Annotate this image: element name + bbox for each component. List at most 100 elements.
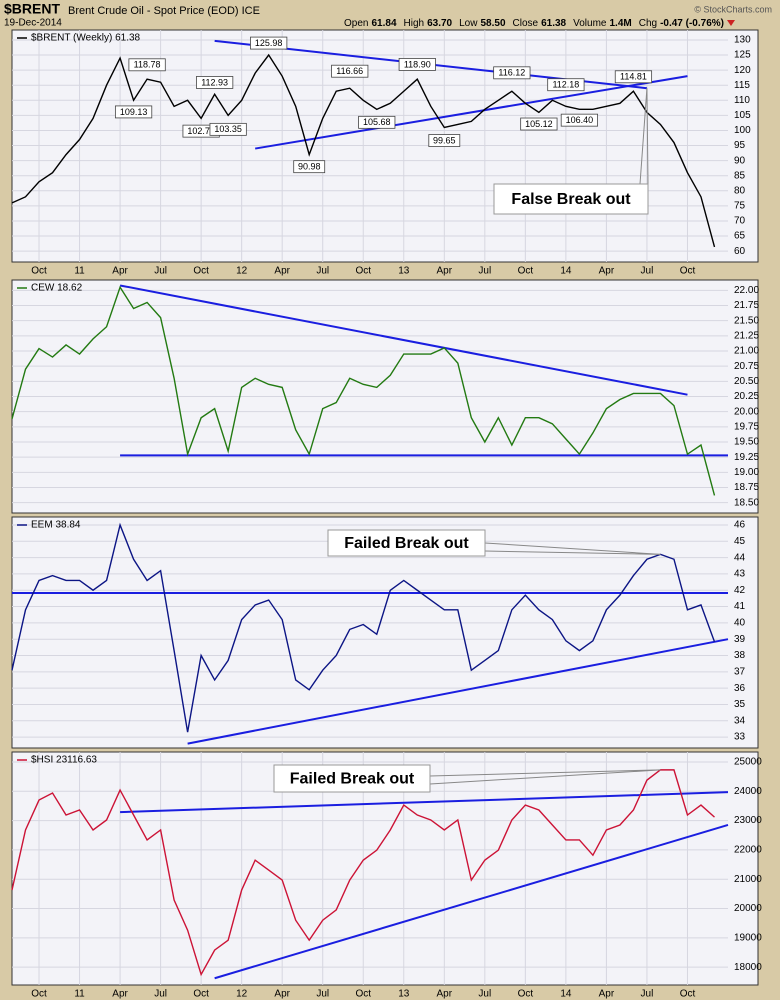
y-tick-label: 41 <box>734 601 746 612</box>
y-tick-label: 19.75 <box>734 421 759 432</box>
y-tick-label: 95 <box>734 140 746 151</box>
y-tick-label: 21.00 <box>734 346 759 357</box>
y-tick-label: 115 <box>734 80 750 91</box>
y-tick-label: 22000 <box>734 845 762 856</box>
y-tick-label: 20.25 <box>734 391 759 402</box>
y-tick-label: 100 <box>734 125 751 136</box>
x-tick-label: Oct <box>193 266 209 277</box>
y-tick-label: 20.00 <box>734 406 759 417</box>
y-tick-label: 37 <box>734 666 746 677</box>
quote: Open 61.84 High 63.70 Low 58.50 Close 61.38 Volu… <box>344 18 724 29</box>
quote-label: Low <box>459 18 478 29</box>
y-tick-label: 20.75 <box>734 361 759 372</box>
y-tick-label: 105 <box>734 110 751 121</box>
y-tick-label: 85 <box>734 170 746 181</box>
x-tick-label: Apr <box>274 989 290 1000</box>
callout-pointer <box>429 769 661 777</box>
annotation-box <box>250 36 288 50</box>
x-tick-label: Jul <box>316 266 329 277</box>
x-tick-label: Apr <box>599 989 615 1000</box>
annotation-box <box>560 113 598 127</box>
y-tick-label: 21.50 <box>734 315 759 326</box>
y-tick-label: 18.75 <box>734 482 759 493</box>
x-tick-label: Oct <box>680 989 696 1000</box>
x-tick-label: Apr <box>437 266 453 277</box>
x-tick-label: Apr <box>112 266 128 277</box>
annotation-label: 112.93 <box>201 77 228 87</box>
x-tick-label: Oct <box>193 989 209 1000</box>
y-tick-label: 19.25 <box>734 452 759 463</box>
panel-title: $BRENT (Weekly) 61.38 <box>31 33 141 44</box>
x-tick-label: 12 <box>236 989 248 1000</box>
annotation-box <box>128 58 166 72</box>
quote-value: 61.84 <box>371 18 396 29</box>
y-tick-label: 39 <box>734 634 746 645</box>
x-tick-label: Jul <box>154 266 167 277</box>
trendline <box>255 75 688 150</box>
annotation-box <box>398 58 436 71</box>
x-tick-label: Jul <box>154 989 167 1000</box>
x-tick-label: Jul <box>641 989 654 1000</box>
annotation-label: 118.90 <box>404 59 431 69</box>
annotation-label: 116.12 <box>498 68 525 78</box>
y-tick-label: 21.25 <box>734 330 759 341</box>
annotation-box <box>614 70 653 84</box>
y-tick-label: 130 <box>734 35 751 46</box>
annotation-box <box>196 76 234 89</box>
y-tick-label: 21.75 <box>734 300 759 311</box>
y-tick-label: 45 <box>734 536 746 547</box>
quote-value: 1.4M <box>609 18 631 29</box>
x-tick-label: Apr <box>437 989 453 1000</box>
price-line <box>11 53 716 248</box>
y-tick-label: 70 <box>734 216 746 227</box>
y-tick-label: 90 <box>734 155 746 166</box>
y-tick-label: 125 <box>734 50 751 61</box>
x-tick-label: 13 <box>398 989 410 1000</box>
annotation-box <box>331 64 369 78</box>
y-tick-label: 75 <box>734 201 746 212</box>
quote-label: Open <box>344 18 368 29</box>
price-line <box>11 769 715 977</box>
panel-title: $HSI 23116.63 <box>31 755 97 766</box>
annotation-label: 118.78 <box>134 60 161 70</box>
y-tick-label: 24000 <box>734 786 762 797</box>
instrument-name: Brent Crude Oil - Spot Price (EOD) ICE <box>68 5 260 17</box>
annotation-label: 90.98 <box>298 162 321 172</box>
quote-label: Chg <box>639 18 657 29</box>
trendline <box>120 791 729 814</box>
callout-pointer <box>429 769 661 785</box>
callout-pointer <box>484 542 661 555</box>
annotation-box <box>428 134 461 147</box>
callout-text: Failed Break out <box>344 535 469 552</box>
y-tick-label: 34 <box>734 715 746 726</box>
price-line <box>11 285 716 496</box>
copyright: © StockCharts.com <box>694 4 772 14</box>
quote-value: 63.70 <box>427 18 452 29</box>
y-tick-label: 25000 <box>734 757 762 768</box>
annotation-box <box>209 122 247 136</box>
annotation-box <box>493 66 531 80</box>
x-tick-label: 11 <box>74 989 85 1000</box>
down-arrow <box>727 20 735 26</box>
annotation-label: 106.40 <box>566 115 594 125</box>
annotation-label: 105.12 <box>525 119 553 129</box>
date: 19-Dec-2014 <box>4 18 62 29</box>
y-tick-label: 44 <box>734 552 746 563</box>
x-tick-label: 13 <box>398 266 410 277</box>
annotation-box <box>358 115 396 129</box>
annotation-box <box>293 160 326 174</box>
y-tick-label: 18.50 <box>734 497 759 508</box>
y-tick-label: 42 <box>734 585 746 596</box>
x-tick-label: Jul <box>641 266 654 277</box>
callout-text: Failed Break out <box>290 771 415 788</box>
annotation-label: 102.76 <box>187 126 215 136</box>
x-tick-label: Apr <box>112 989 128 1000</box>
x-tick-label: Oct <box>518 266 534 277</box>
annotation-label: 105.68 <box>363 117 391 127</box>
x-tick-label: Jul <box>478 266 491 277</box>
x-tick-label: Oct <box>518 989 534 1000</box>
y-tick-label: 21000 <box>734 874 762 885</box>
x-tick-label: Oct <box>31 989 47 1000</box>
trendline <box>187 638 729 745</box>
quote-label: High <box>404 18 425 29</box>
